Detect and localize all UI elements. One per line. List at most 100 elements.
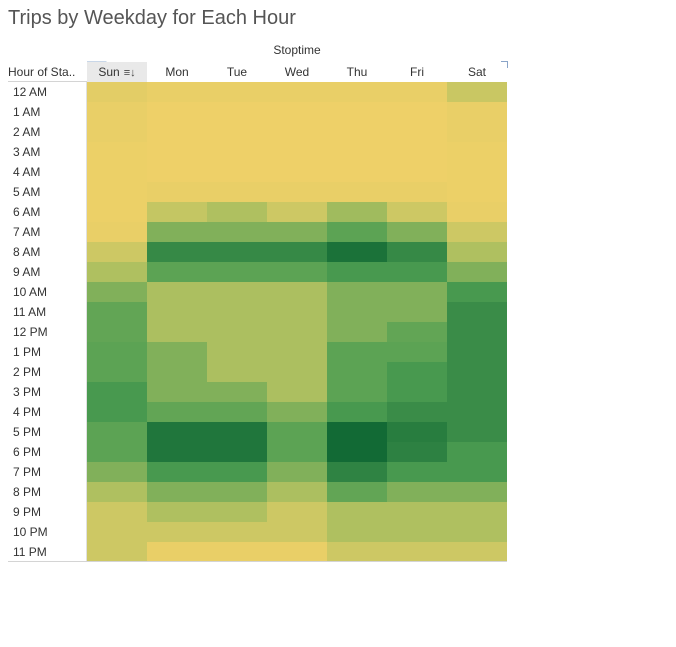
heatmap-cell[interactable] [267, 522, 327, 542]
heatmap-cell[interactable] [87, 142, 147, 162]
heatmap-cell[interactable] [387, 342, 447, 362]
heatmap-cell[interactable] [87, 402, 147, 422]
heatmap-cell[interactable] [87, 302, 147, 322]
column-header-sat[interactable]: Sat [447, 62, 507, 82]
heatmap-cell[interactable] [147, 322, 207, 342]
column-header-fri[interactable]: Fri [387, 62, 447, 82]
heatmap-cell[interactable] [267, 102, 327, 122]
heatmap-cell[interactable] [207, 322, 267, 342]
heatmap-cell[interactable] [267, 442, 327, 462]
heatmap-cell[interactable] [447, 362, 507, 382]
heatmap-cell[interactable] [327, 182, 387, 202]
heatmap-cell[interactable] [207, 162, 267, 182]
heatmap-cell[interactable] [447, 242, 507, 262]
heatmap-cell[interactable] [87, 382, 147, 402]
heatmap-cell[interactable] [387, 182, 447, 202]
heatmap-cell[interactable] [267, 262, 327, 282]
heatmap-cell[interactable] [267, 142, 327, 162]
heatmap-cell[interactable] [207, 502, 267, 522]
heatmap-cell[interactable] [267, 122, 327, 142]
heatmap-cell[interactable] [147, 442, 207, 462]
heatmap-cell[interactable] [387, 282, 447, 302]
heatmap-cell[interactable] [87, 422, 147, 442]
heatmap-cell[interactable] [327, 102, 387, 122]
heatmap-cell[interactable] [327, 422, 387, 442]
heatmap-cell[interactable] [447, 142, 507, 162]
heatmap-cell[interactable] [267, 482, 327, 502]
heatmap-cell[interactable] [387, 202, 447, 222]
heatmap-cell[interactable] [87, 522, 147, 542]
heatmap-cell[interactable] [207, 362, 267, 382]
column-header-mon[interactable]: Mon [147, 62, 207, 82]
heatmap-cell[interactable] [147, 362, 207, 382]
heatmap-cell[interactable] [207, 102, 267, 122]
heatmap-cell[interactable] [387, 302, 447, 322]
heatmap-cell[interactable] [147, 482, 207, 502]
heatmap-cell[interactable] [87, 322, 147, 342]
heatmap-cell[interactable] [267, 422, 327, 442]
heatmap-cell[interactable] [387, 262, 447, 282]
heatmap-cell[interactable] [87, 442, 147, 462]
heatmap-cell[interactable] [87, 162, 147, 182]
heatmap-cell[interactable] [207, 342, 267, 362]
heatmap-cell[interactable] [207, 542, 267, 562]
heatmap-cell[interactable] [207, 122, 267, 142]
heatmap-cell[interactable] [387, 362, 447, 382]
heatmap-cell[interactable] [87, 222, 147, 242]
heatmap-cell[interactable] [327, 442, 387, 462]
column-header-tue[interactable]: Tue [207, 62, 267, 82]
heatmap-cell[interactable] [327, 322, 387, 342]
heatmap-cell[interactable] [387, 122, 447, 142]
heatmap-cell[interactable] [207, 522, 267, 542]
heatmap-cell[interactable] [447, 422, 507, 442]
heatmap-cell[interactable] [147, 462, 207, 482]
heatmap-cell[interactable] [447, 122, 507, 142]
heatmap-cell[interactable] [147, 342, 207, 362]
heatmap-cell[interactable] [207, 422, 267, 442]
heatmap-cell[interactable] [207, 82, 267, 102]
heatmap-cell[interactable] [267, 242, 327, 262]
heatmap-cell[interactable] [447, 82, 507, 102]
heatmap-cell[interactable] [207, 182, 267, 202]
heatmap-cell[interactable] [447, 402, 507, 422]
heatmap-cell[interactable] [267, 462, 327, 482]
heatmap-cell[interactable] [267, 82, 327, 102]
heatmap-cell[interactable] [87, 122, 147, 142]
heatmap-cell[interactable] [387, 442, 447, 462]
heatmap-cell[interactable] [147, 522, 207, 542]
heatmap-cell[interactable] [387, 82, 447, 102]
heatmap-cell[interactable] [267, 362, 327, 382]
heatmap-cell[interactable] [327, 82, 387, 102]
heatmap-cell[interactable] [327, 482, 387, 502]
heatmap-cell[interactable] [207, 262, 267, 282]
heatmap-cell[interactable] [147, 282, 207, 302]
heatmap-cell[interactable] [327, 522, 387, 542]
heatmap-cell[interactable] [207, 202, 267, 222]
heatmap-cell[interactable] [147, 502, 207, 522]
heatmap-cell[interactable] [447, 542, 507, 562]
heatmap-cell[interactable] [207, 302, 267, 322]
heatmap-cell[interactable] [387, 382, 447, 402]
heatmap-cell[interactable] [327, 122, 387, 142]
heatmap-cell[interactable] [207, 222, 267, 242]
heatmap-cell[interactable] [387, 522, 447, 542]
resize-handle[interactable] [501, 61, 508, 68]
sort-descending-icon[interactable]: ≡↓ [123, 67, 136, 79]
heatmap-cell[interactable] [447, 482, 507, 502]
heatmap-cell[interactable] [87, 482, 147, 502]
heatmap-cell[interactable] [327, 142, 387, 162]
heatmap-cell[interactable] [327, 202, 387, 222]
heatmap-cell[interactable] [447, 222, 507, 242]
heatmap-cell[interactable] [147, 142, 207, 162]
heatmap-cell[interactable] [147, 202, 207, 222]
heatmap-cell[interactable] [327, 502, 387, 522]
heatmap-cell[interactable] [147, 82, 207, 102]
heatmap-cell[interactable] [207, 462, 267, 482]
heatmap-cell[interactable] [327, 222, 387, 242]
heatmap-cell[interactable] [147, 222, 207, 242]
heatmap-cell[interactable] [147, 102, 207, 122]
heatmap-cell[interactable] [327, 382, 387, 402]
heatmap-cell[interactable] [87, 462, 147, 482]
heatmap-cell[interactable] [147, 242, 207, 262]
column-header-wed[interactable]: Wed [267, 62, 327, 82]
